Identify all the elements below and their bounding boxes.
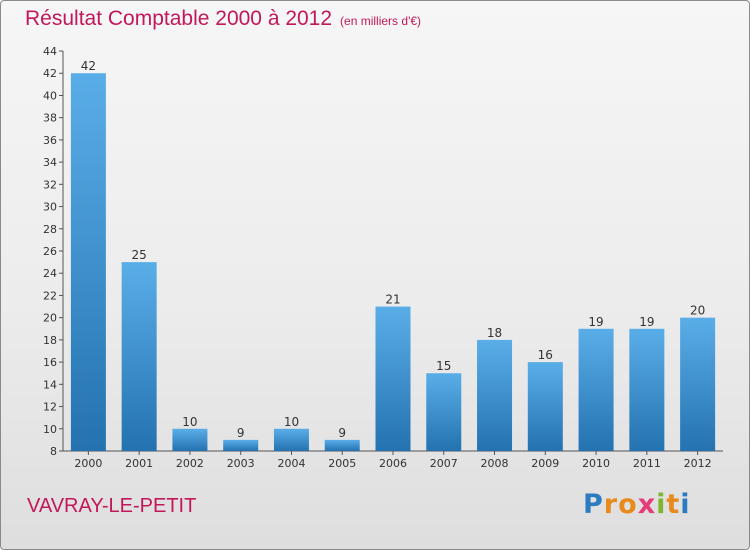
bar [223, 439, 259, 451]
bar [375, 306, 411, 451]
y-tick-label: 26 [43, 245, 57, 258]
bar [527, 362, 563, 451]
chart-title: Résultat Comptable 2000 à 2012 (en millie… [25, 7, 421, 31]
bar [172, 428, 208, 451]
bar [426, 373, 462, 451]
y-tick-label: 20 [43, 312, 57, 325]
bar [121, 262, 157, 451]
y-tick-label: 16 [43, 356, 57, 369]
bar-value-label: 9 [237, 426, 245, 440]
y-tick-label: 8 [50, 445, 57, 458]
x-tick-label: 2010 [582, 457, 610, 470]
y-tick-label: 12 [43, 401, 57, 414]
y-tick-label: 40 [43, 89, 57, 102]
y-tick-label: 36 [43, 134, 57, 147]
x-axis: 2000 2001 2002 2003 2004 2005 2006 2007 2008 2009… [63, 450, 723, 470]
chart-unit: (en milliers d'€) [340, 14, 422, 28]
bar-value-label: 19 [588, 315, 603, 329]
bar [70, 73, 106, 451]
bar [324, 439, 360, 451]
bar [680, 317, 716, 451]
x-tick-label: 2003 [227, 457, 255, 470]
y-tick-label: 10 [43, 423, 57, 436]
bar [578, 328, 614, 451]
x-tick-label: 2004 [277, 457, 305, 470]
y-tick-label: 44 [43, 45, 57, 58]
bar-value-label: 15 [436, 359, 451, 373]
bar-value-label: 25 [132, 248, 147, 262]
x-tick-label: 2006 [379, 457, 407, 470]
bar-value-label: 16 [538, 348, 553, 362]
y-tick-label: 32 [43, 178, 57, 191]
x-tick-label: 2008 [481, 457, 509, 470]
proxiti-logo: Proxiti [583, 489, 691, 520]
y-tick-label: 30 [43, 201, 57, 214]
bar [629, 328, 665, 451]
bar-value-label: 20 [690, 304, 705, 318]
y-tick-label: 22 [43, 289, 57, 302]
x-tick-label: 2002 [176, 457, 204, 470]
y-tick-label: 42 [43, 67, 57, 80]
bar [273, 428, 309, 451]
bar-value-label: 19 [639, 315, 654, 329]
bar-value-label: 10 [182, 415, 197, 429]
y-tick-label: 18 [43, 334, 57, 347]
bars-group: 42 25 10 9 10 9 21 15 18 16 19 19 20 [70, 59, 716, 451]
x-tick-label: 2005 [328, 457, 356, 470]
y-tick-label: 14 [43, 378, 57, 391]
bar-value-label: 18 [487, 326, 502, 340]
chart-title-text: Résultat Comptable 2000 à 2012 [25, 7, 333, 30]
y-axis: 8 10 12 14 16 18 20 22 24 26 28 30 32 34 36 38 40 42 44 [43, 45, 64, 458]
y-tick-label: 28 [43, 223, 57, 236]
place-name: VAVRAY-LE-PETIT [27, 495, 197, 517]
bar-value-label: 10 [284, 415, 299, 429]
x-tick-label: 2009 [531, 457, 559, 470]
x-tick-label: 2000 [74, 457, 102, 470]
x-tick-label: 2001 [125, 457, 153, 470]
x-tick-label: 2012 [684, 457, 712, 470]
bar-value-label: 42 [81, 59, 96, 73]
bar-value-label: 21 [385, 293, 400, 307]
y-tick-label: 38 [43, 112, 57, 125]
y-tick-label: 34 [43, 156, 57, 169]
bar [477, 339, 513, 451]
y-tick-label: 24 [43, 267, 57, 280]
x-tick-label: 2011 [633, 457, 661, 470]
x-tick-label: 2007 [430, 457, 458, 470]
bar-value-label: 9 [338, 426, 346, 440]
